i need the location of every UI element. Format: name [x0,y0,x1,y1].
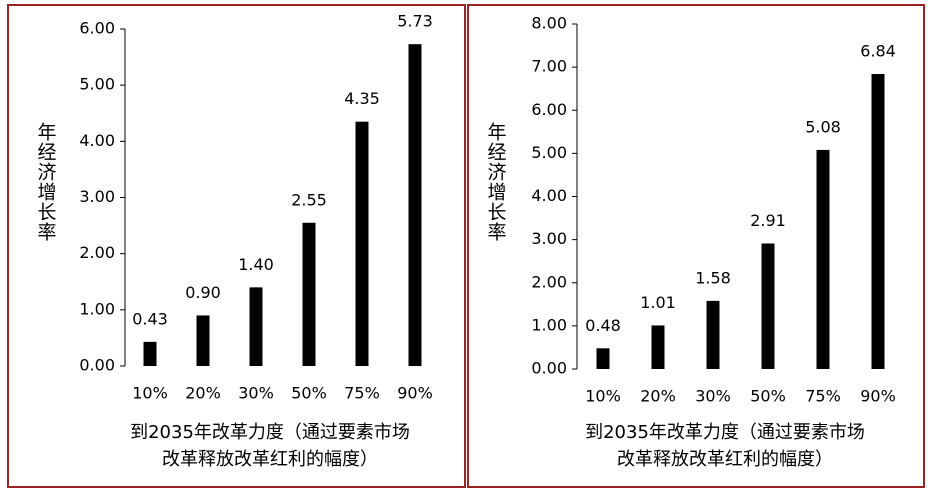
y-axis-title: 年经济增长率 [485,122,507,242]
y-tick-label: 4.00 [79,131,115,150]
y-tick-label: 1.00 [79,299,115,318]
x-tick-label: 90% [397,384,433,403]
y-tick-label: 2.00 [531,272,567,291]
value-label: 2.91 [750,211,786,230]
value-label: 6.84 [860,42,896,61]
x-axis-title: 改革释放改革红利的幅度） [162,449,378,470]
bar [706,300,720,369]
panel-border [467,4,925,488]
bar [143,341,157,366]
panel-border [7,4,466,488]
value-label: 4.35 [344,89,380,108]
y-tick-label: 5.00 [531,143,567,162]
x-tick-label: 75% [344,384,380,403]
bar [302,222,316,366]
bar [651,325,665,369]
value-label: 1.40 [238,255,274,274]
y-axis-title: 年经济增长率 [35,122,57,242]
x-axis-title: 改革释放改革红利的幅度） [617,449,833,470]
x-tick-label: 75% [805,387,841,406]
bar [596,348,610,369]
value-label: 1.01 [640,293,676,312]
x-tick-label: 30% [238,384,274,403]
x-tick-label: 90% [860,387,896,406]
x-tick-label: 50% [291,384,327,403]
value-label: 0.48 [585,316,621,335]
value-label: 1.58 [695,268,731,287]
y-tick-label: 5.00 [79,75,115,94]
bar [355,121,369,366]
bar [408,44,422,366]
bar [816,149,830,369]
y-tick-label: 1.00 [531,315,567,334]
y-tick-label: 7.00 [531,57,567,76]
bar [196,315,210,366]
y-tick-label: 0.00 [79,356,115,375]
y-tick-label: 3.00 [79,187,115,206]
y-tick-label: 2.00 [79,243,115,262]
value-label: 5.73 [397,12,433,31]
x-axis-title: 到2035年改革力度（通过要素市场 [130,422,410,443]
value-label: 0.90 [185,283,221,302]
y-tick-label: 4.00 [531,186,567,205]
x-tick-label: 30% [695,387,731,406]
value-label: 0.43 [132,309,168,328]
value-label: 5.08 [805,117,841,136]
x-tick-label: 20% [185,384,221,403]
bar [249,287,263,366]
x-tick-label: 10% [132,384,168,403]
y-tick-label: 0.00 [531,359,567,378]
y-tick-label: 3.00 [531,229,567,248]
value-label: 2.55 [291,190,327,209]
bar [761,243,775,369]
x-axis-title: 到2035年改革力度（通过要素市场 [585,422,865,443]
x-tick-label: 20% [640,387,676,406]
bar [871,74,885,370]
y-tick-label: 8.00 [531,14,567,33]
x-tick-label: 10% [585,387,621,406]
y-tick-label: 6.00 [79,19,115,38]
x-tick-label: 50% [750,387,786,406]
y-tick-label: 6.00 [531,100,567,119]
